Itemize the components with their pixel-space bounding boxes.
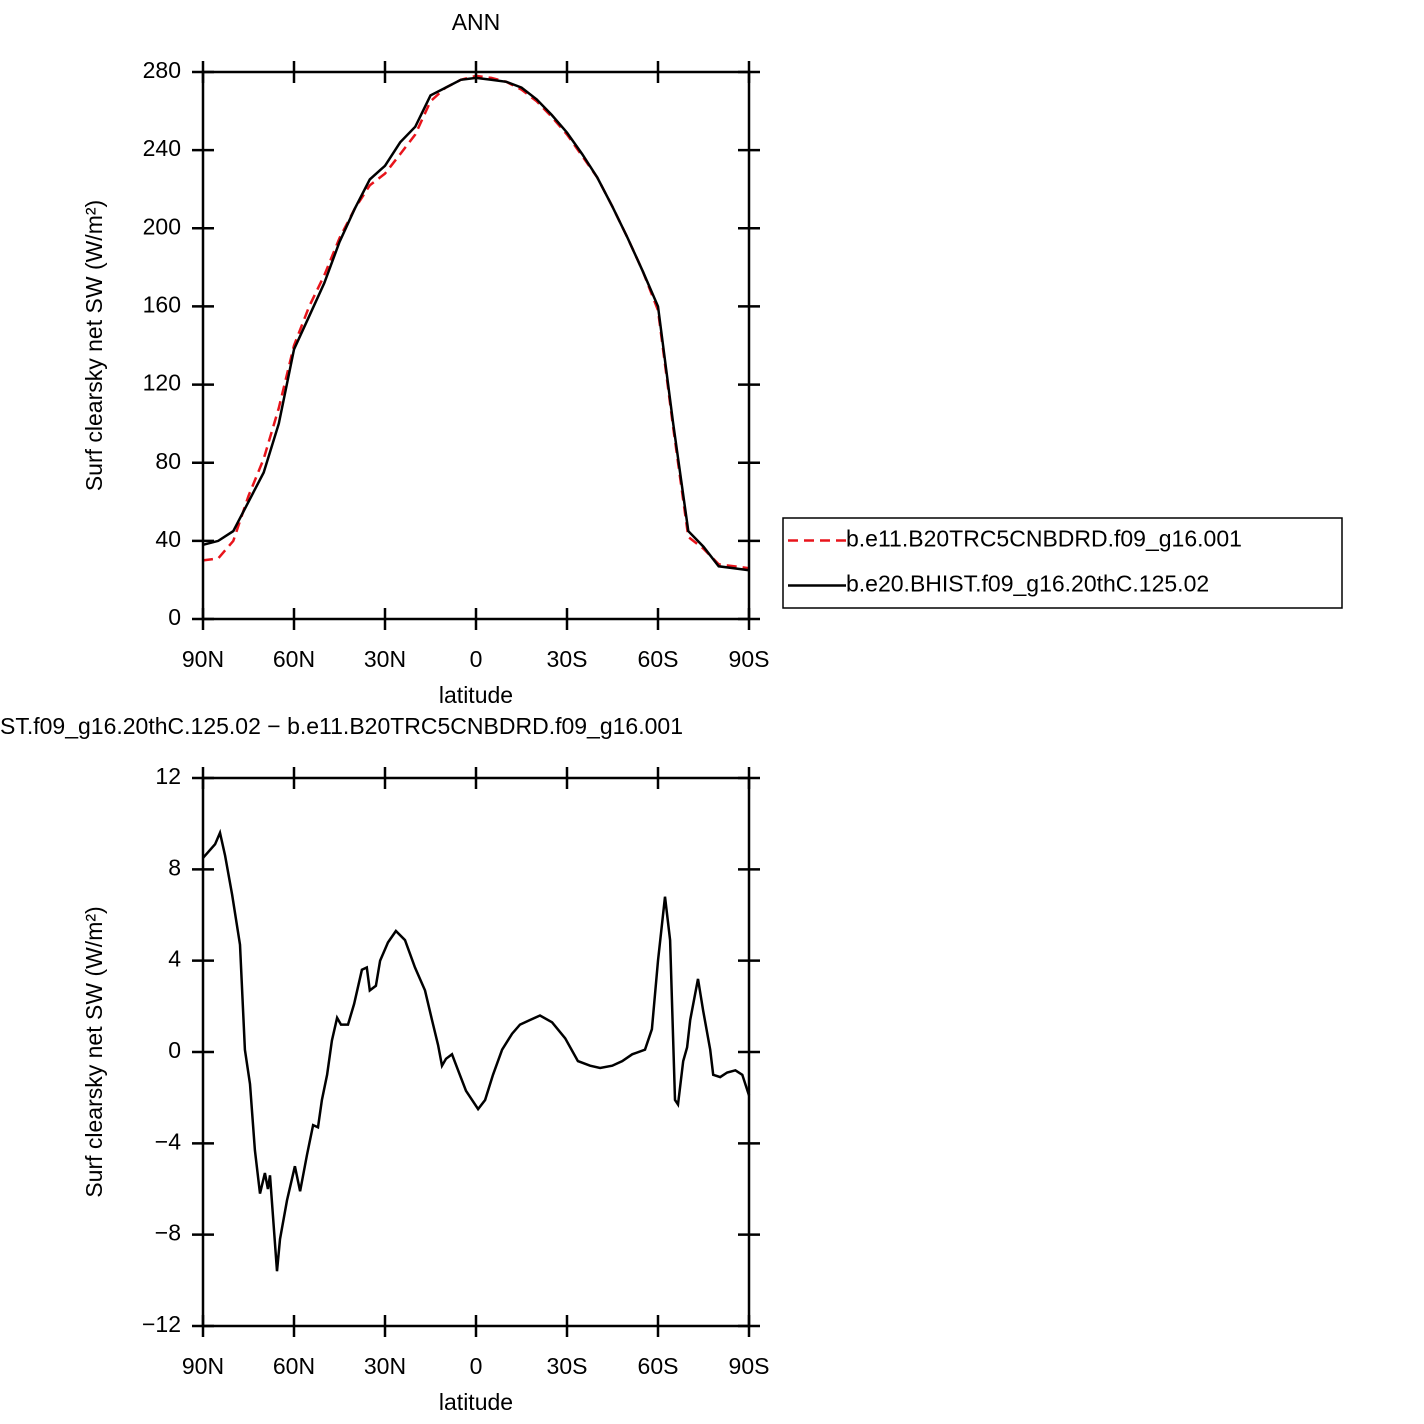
y-tick-label: 280 (143, 57, 181, 83)
x-tick-label: 0 (470, 1353, 483, 1379)
y-tick-label: 12 (155, 763, 181, 789)
plot-area (202, 828, 751, 1272)
x-tick-label: 90S (729, 646, 770, 672)
x-tick-label: 0 (470, 646, 483, 672)
y-tick-label: 160 (143, 292, 181, 318)
y-tick-label: 0 (168, 604, 181, 630)
x-tick-label: 90N (182, 646, 224, 672)
data-line (202, 74, 750, 570)
x-tick-label: 60S (638, 646, 679, 672)
y-axis-label: Surf clearsky net SW (W/m²) (81, 200, 107, 491)
legend-label: b.e11.B20TRC5CNBDRD.f09_g16.001 (846, 526, 1242, 552)
y-tick-label: 8 (168, 854, 181, 880)
chart-title: ST.f09_g16.20thC.125.02 − b.e11.B20TRC5C… (0, 713, 683, 739)
x-axis-label: latitude (439, 682, 513, 708)
y-tick-label: 0 (168, 1037, 181, 1063)
y-tick-label: 80 (155, 448, 181, 474)
x-tick-label: 60S (638, 1353, 679, 1379)
x-tick-label: 30S (547, 1353, 588, 1379)
plot-frame (201, 70, 751, 621)
x-tick-label: 90S (729, 1353, 770, 1379)
y-tick-label: −4 (155, 1128, 181, 1154)
y-axis-label: Surf clearsky net SW (W/m²) (81, 906, 107, 1197)
x-tick-label: 60N (273, 1353, 315, 1379)
y-tick-label: 40 (155, 526, 181, 552)
y-tick-label: 200 (143, 213, 181, 239)
x-tick-label: 30N (364, 646, 406, 672)
data-line (202, 828, 751, 1272)
y-tick-label: −12 (142, 1311, 181, 1337)
plot-frame (201, 776, 751, 1328)
y-tick-label: 4 (168, 946, 181, 972)
plot-area (202, 74, 750, 572)
chart-title: ANN (452, 9, 501, 35)
x-tick-label: 30S (547, 646, 588, 672)
legend-label: b.e20.BHIST.f09_g16.20thC.125.02 (846, 571, 1209, 597)
y-tick-label: 120 (143, 370, 181, 396)
x-tick-label: 60N (273, 646, 315, 672)
x-tick-label: 90N (182, 1353, 224, 1379)
y-tick-label: 240 (143, 135, 181, 161)
y-tick-label: −8 (155, 1220, 181, 1246)
x-tick-label: 30N (364, 1353, 406, 1379)
x-axis-label: latitude (439, 1389, 513, 1415)
data-line (202, 76, 750, 572)
legend-box (782, 517, 1343, 609)
